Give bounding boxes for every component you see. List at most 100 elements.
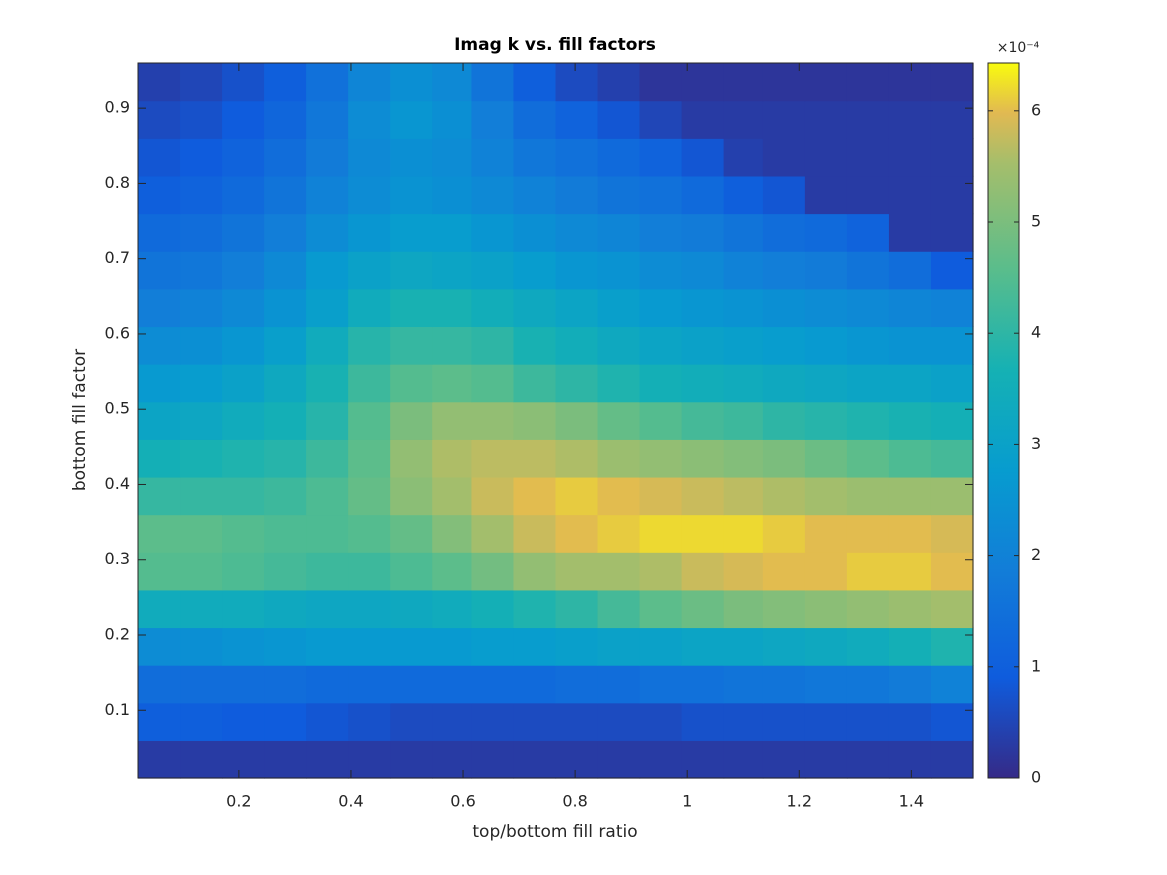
heat-cell [681,702,725,741]
heat-cell [138,251,181,290]
heat-cell [432,175,473,215]
heat-cell [432,665,473,704]
heat-cell [432,514,473,553]
heat-cell [390,665,433,704]
heat-cell [762,401,806,440]
heat-cell [639,364,683,403]
heat-cell [432,589,473,629]
heat-cell [390,552,433,591]
heat-cell [930,552,974,591]
heat-cell [513,665,557,704]
heat-cell [432,439,473,478]
heat-cell [471,138,515,177]
heat-cell [930,702,974,741]
heat-cell [555,63,599,102]
heat-cell [723,702,764,741]
heat-cell [639,514,683,553]
heat-cell [222,288,265,328]
heat-cell [264,476,307,516]
heat-cell [723,175,764,215]
heat-cell [138,175,181,215]
heat-cell [555,100,599,139]
heat-cell [471,100,515,139]
heat-cell [804,326,848,365]
heat-cell [264,589,307,629]
heat-cell [804,439,848,478]
y-tick-label: 0.1 [105,700,130,719]
heat-cell [390,251,433,290]
heat-cell [597,589,641,629]
colorbar-tick-label: 5 [1031,212,1041,231]
x-tick-label: 0.2 [226,792,251,811]
heat-cell [348,514,391,553]
heat-cell [930,364,974,403]
y-axis-label: bottom fill factor [70,349,90,491]
heat-cell [180,740,223,779]
heat-cell [723,514,764,553]
colorbar-tick-label: 1 [1031,656,1041,675]
heat-cell [846,439,890,478]
heat-cell [723,589,764,629]
heat-cell [306,552,349,591]
heat-cell [930,439,974,478]
heat-cell [681,100,725,139]
heat-cell [555,476,599,516]
heat-cell [681,63,725,102]
heat-cell [432,138,473,177]
heat-cell [432,627,473,666]
heat-cell [681,251,725,290]
heat-cell [306,401,349,440]
heat-cell [513,439,557,478]
heat-cell [723,364,764,403]
heat-cell [723,213,764,252]
heat-cell [804,476,848,516]
heat-cell [888,439,932,478]
heat-cell [471,439,515,478]
heat-cell [306,326,349,365]
heat-cell [471,476,515,516]
heat-cell [138,476,181,516]
heat-cell [555,213,599,252]
heat-cell [762,138,806,177]
heat-cell [762,665,806,704]
y-tick-label: 0.5 [105,399,130,418]
x-tick-label: 1.2 [787,792,812,811]
heat-cell [264,665,307,704]
heat-cell [723,627,764,666]
heat-cell [180,665,223,704]
heat-cell [597,326,641,365]
heat-cell [432,401,473,440]
heat-cell [513,589,557,629]
heat-cell [180,589,223,629]
heat-cell [846,627,890,666]
heat-cell [471,175,515,215]
heat-cell [846,326,890,365]
heat-cell [888,251,932,290]
heat-cell [930,627,974,666]
heat-cell [888,288,932,328]
heat-cell [432,288,473,328]
heat-cell [846,589,890,629]
heat-cell [390,63,433,102]
heat-cell [432,740,473,779]
heat-cell [222,401,265,440]
heat-cell [846,175,890,215]
heat-cell [723,63,764,102]
heat-cell [138,589,181,629]
heat-cell [432,476,473,516]
heat-cell [888,514,932,553]
heat-cell [348,476,391,516]
heat-cell [681,627,725,666]
heat-cell [846,364,890,403]
heat-cell [639,401,683,440]
heat-cell [513,175,557,215]
heat-cell [597,702,641,741]
heat-cell [432,100,473,139]
heat-cell [597,552,641,591]
heat-cell [264,100,307,139]
heat-cell [390,476,433,516]
heat-cell [762,326,806,365]
heat-cell [930,63,974,102]
heat-cell [471,702,515,741]
heat-cell [888,476,932,516]
